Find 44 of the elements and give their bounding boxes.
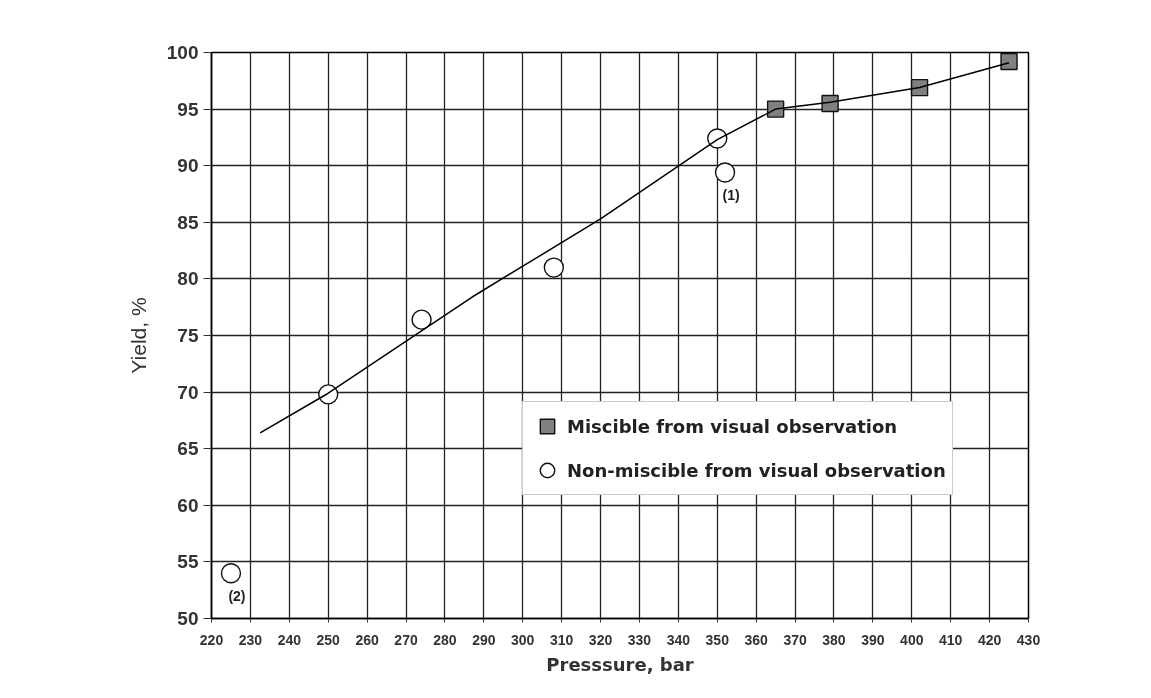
- y-tick-label: 50: [177, 608, 199, 629]
- x-tick-label: 280: [433, 631, 457, 648]
- x-tick-label: 360: [744, 631, 769, 648]
- y-tick-label: 65: [177, 438, 199, 460]
- y-tick-label: 60: [177, 494, 199, 516]
- x-tick-label: 430: [1016, 631, 1041, 648]
- point: [543, 257, 565, 278]
- point: [714, 162, 736, 183]
- y-tick-label: 95: [177, 98, 199, 120]
- y-tick-label: 85: [177, 211, 199, 233]
- legend-label: Miscible from visual observation: [567, 415, 898, 437]
- point: [411, 309, 432, 330]
- y-tick-label: 80: [177, 268, 199, 290]
- y-tick-label: 90: [177, 155, 199, 177]
- y-tick-label: 70: [177, 381, 199, 403]
- x-tick-label: 260: [355, 631, 380, 648]
- x-tick-label: 310: [549, 631, 574, 648]
- point: [220, 563, 242, 584]
- annotation: (2): [228, 588, 246, 605]
- x-tick-label: 340: [666, 631, 691, 648]
- x-tick-label: 230: [238, 631, 263, 648]
- y-tick-label: 100: [166, 42, 199, 63]
- x-tick-label: 420: [977, 631, 1002, 648]
- annotation: (1): [722, 187, 740, 204]
- x-tick-label: 300: [511, 631, 535, 648]
- x-tick-label: 370: [783, 631, 807, 648]
- x-tick-label: 290: [472, 631, 496, 648]
- point: [1000, 52, 1018, 71]
- legend-label: Non-miscible from visual observation: [567, 459, 946, 481]
- x-tick-label: 240: [277, 631, 302, 648]
- y-axis-title: Yield, %: [126, 297, 150, 374]
- y-tick-label: 55: [177, 551, 199, 573]
- x-tick-label: 400: [900, 631, 924, 648]
- x-tick-label: 390: [861, 631, 885, 648]
- x-tick-label: 380: [822, 631, 846, 648]
- x-axis-title: Presssure, bar: [546, 653, 694, 675]
- x-tick-label: 410: [939, 631, 963, 648]
- x-tick-label: 320: [588, 631, 613, 648]
- y-tick-label: 75: [177, 325, 199, 346]
- x-tick-label: 350: [705, 631, 730, 648]
- x-tick-label: 220: [199, 631, 224, 648]
- x-tick-label: 330: [627, 631, 652, 648]
- x-tick-label: 250: [316, 631, 341, 648]
- x-tick-label: 270: [394, 631, 418, 648]
